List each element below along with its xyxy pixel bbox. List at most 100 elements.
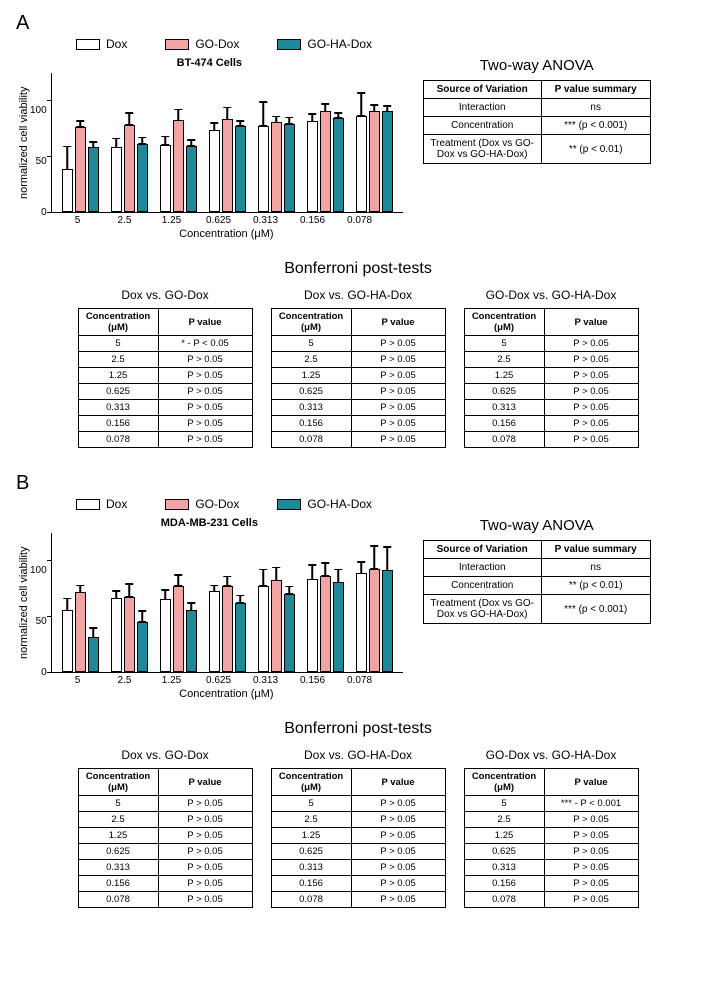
table-row: 0.078P > 0.05	[464, 432, 638, 448]
bar-group	[356, 111, 393, 212]
error-bar	[262, 569, 264, 587]
legend-item: GO-Dox	[165, 497, 239, 511]
bonferroni-caption: Dox vs. GO-Dox	[78, 288, 253, 302]
y-tick-label: 0	[41, 668, 47, 678]
anova-pvalue-cell: ns	[541, 99, 650, 117]
error-bar	[79, 585, 81, 594]
bonf-col-header: Concentration (μM)	[464, 309, 544, 336]
bonferroni-section: Bonferroni post-testsDox vs. GO-DoxConce…	[16, 720, 700, 908]
bar-group	[209, 119, 246, 212]
bonferroni-tables: Dox vs. GO-DoxConcentration (μM)P value5…	[16, 748, 700, 908]
bar	[75, 592, 86, 672]
x-tick-label: 2.5	[101, 215, 148, 226]
error-bar	[373, 545, 375, 570]
table-row: Treatment (Dox vs GO-Dox vs GO-HA-Dox)**…	[423, 135, 650, 164]
anova-col-header: Source of Variation	[423, 81, 541, 99]
table-row: Interactionns	[423, 99, 650, 117]
error-bar	[311, 564, 313, 580]
figure-panel: BDoxGO-DoxGO-HA-DoxMDA-MB-231 Cellsnorma…	[16, 472, 700, 908]
error-bar	[164, 136, 166, 146]
table-row: 2.5P > 0.05	[78, 812, 252, 828]
bonf-conc-cell: 0.625	[78, 384, 158, 400]
bar	[356, 573, 367, 672]
bonferroni-table: Concentration (μM)P value5P > 0.052.5P >…	[271, 308, 446, 448]
bar	[173, 120, 184, 212]
legend-swatch	[76, 499, 100, 510]
bonf-conc-cell: 0.313	[464, 400, 544, 416]
legend-label: GO-HA-Dox	[307, 37, 372, 51]
error-bar	[337, 112, 339, 119]
bonferroni-table: Concentration (μM)P value5P > 0.052.5P >…	[464, 308, 639, 448]
table-row: 0.625P > 0.05	[271, 844, 445, 860]
bonf-col-header: Concentration (μM)	[464, 769, 544, 796]
error-bar	[164, 589, 166, 600]
legend-label: GO-Dox	[195, 37, 239, 51]
bar-group	[258, 122, 295, 212]
table-row: 0.625P > 0.05	[271, 384, 445, 400]
bonf-conc-cell: 1.25	[78, 368, 158, 384]
anova-table: Source of VariationP value summaryIntera…	[423, 540, 651, 624]
legend: DoxGO-DoxGO-HA-Dox	[76, 497, 700, 511]
bar	[369, 569, 380, 672]
bar	[62, 610, 73, 672]
bonf-pvalue-cell: P > 0.05	[158, 876, 252, 892]
table-row: 0.156P > 0.05	[271, 416, 445, 432]
bonferroni-caption: Dox vs. GO-HA-Dox	[271, 748, 446, 762]
x-axis-title: Concentration (μM)	[50, 688, 403, 700]
bar	[369, 111, 380, 212]
bonf-conc-cell: 5	[78, 796, 158, 812]
y-axis-ticks: 100500	[30, 533, 51, 673]
bonferroni-table: Concentration (μM)P value5*** - P < 0.00…	[464, 768, 639, 908]
panel-label: B	[16, 472, 700, 495]
error-bar	[288, 586, 290, 595]
table-row: 0.625P > 0.05	[464, 844, 638, 860]
x-tick-label: 0.313	[242, 675, 289, 686]
table-row: 5P > 0.05	[464, 336, 638, 352]
error-bar	[115, 590, 117, 599]
bonf-conc-cell: 2.5	[271, 812, 351, 828]
y-tick-label: 100	[30, 566, 47, 576]
bar	[124, 597, 135, 672]
bonf-pvalue-cell: P > 0.05	[158, 368, 252, 384]
anova-title: Two-way ANOVA	[423, 517, 651, 534]
y-axis-label: normalized cell viability	[16, 533, 30, 673]
bonf-pvalue-cell: P > 0.05	[351, 844, 445, 860]
bonf-conc-cell: 0.156	[271, 416, 351, 432]
error-bar	[66, 146, 68, 171]
bonferroni-block: Dox vs. GO-DoxConcentration (μM)P value5…	[78, 288, 253, 448]
bonf-col-header: P value	[158, 769, 252, 796]
x-tick-labels: 52.51.250.6250.3130.1560.078	[50, 213, 403, 226]
anova-block: Two-way ANOVASource of VariationP value …	[423, 57, 651, 164]
y-tick-mark	[47, 616, 52, 617]
legend-swatch	[76, 39, 100, 50]
table-row: 0.313P > 0.05	[78, 400, 252, 416]
bonf-conc-cell: 0.078	[271, 892, 351, 908]
bar	[75, 127, 86, 212]
anova-source-cell: Interaction	[423, 99, 541, 117]
bonf-pvalue-cell: P > 0.05	[544, 860, 638, 876]
bonf-conc-cell: 0.078	[464, 892, 544, 908]
bonf-conc-cell: 5	[271, 796, 351, 812]
bar-group	[258, 580, 295, 672]
table-row: 0.156P > 0.05	[78, 416, 252, 432]
bonf-conc-cell: 0.156	[78, 416, 158, 432]
error-bar	[177, 574, 179, 586]
bar	[186, 146, 197, 212]
bonf-conc-cell: 0.625	[271, 384, 351, 400]
error-bar	[128, 112, 130, 125]
table-row: 0.156P > 0.05	[464, 876, 638, 892]
bonf-conc-cell: 0.313	[78, 860, 158, 876]
bar	[186, 610, 197, 672]
bar-group	[307, 111, 344, 212]
error-bar	[324, 103, 326, 112]
table-row: 5P > 0.05	[78, 796, 252, 812]
y-tick-label: 100	[30, 106, 47, 116]
legend-label: GO-HA-Dox	[307, 497, 372, 511]
y-axis-ticks: 100500	[30, 73, 51, 213]
x-tick-label: 0.078	[336, 215, 383, 226]
anova-col-header: P value summary	[541, 81, 650, 99]
y-tick-mark	[47, 100, 52, 101]
error-bar	[275, 116, 277, 124]
bonf-conc-cell: 2.5	[78, 812, 158, 828]
bonf-conc-cell: 0.078	[464, 432, 544, 448]
